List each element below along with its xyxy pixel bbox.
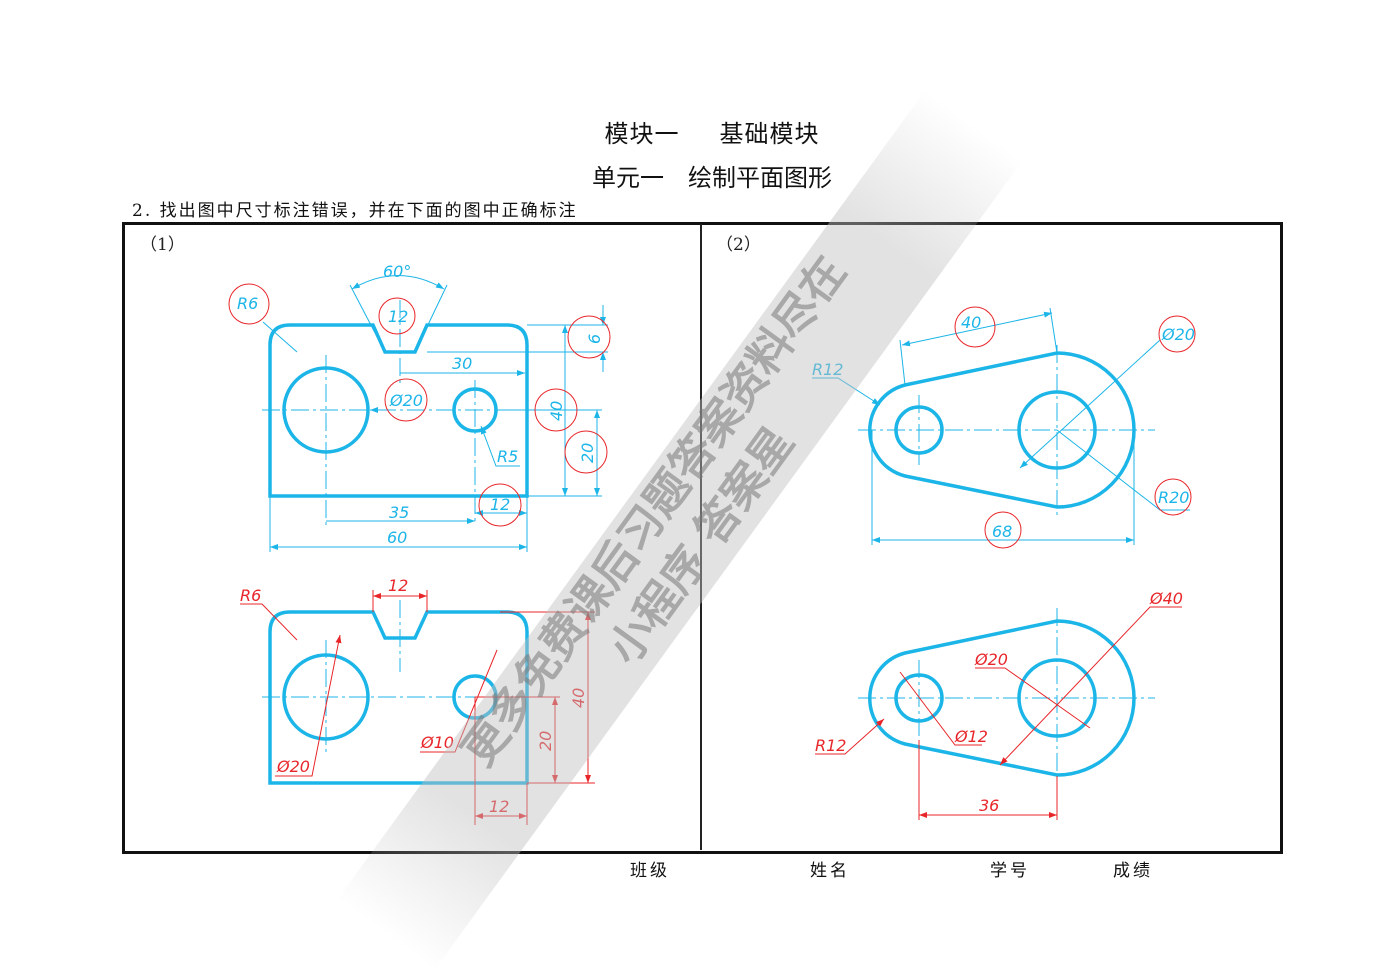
- dim-label: 6: [585, 334, 604, 344]
- error-marks: [228, 283, 611, 527]
- panel-2-label: （2）: [716, 235, 761, 255]
- dim-label: R20: [1158, 488, 1189, 507]
- unit-title: 单元一 绘制平面图形: [0, 158, 1382, 193]
- dim-label: 20: [578, 443, 597, 463]
- drawing-2-original: 40 Ø20 R12 R20 68: [812, 306, 1196, 549]
- score-label: 成绩: [1113, 861, 1153, 881]
- class-label: 班级: [630, 861, 670, 881]
- module-name: 基础模块: [719, 120, 820, 148]
- dim-label: Ø20: [974, 650, 1008, 669]
- plate-outline: [268, 610, 529, 785]
- panel-divider: [700, 224, 702, 850]
- dim-label: 30: [452, 354, 472, 373]
- dim-label: Ø10: [420, 733, 454, 752]
- link-outline: [868, 619, 1136, 777]
- error-marks: [954, 306, 1196, 549]
- module-title: 模块一 基础模块: [0, 114, 1382, 149]
- drawing-1-corrected: R6 12 Ø20 Ø10 40 20 12: [240, 576, 595, 825]
- drawing-1-original: 60° 12 R6 6 30 Ø20 40 20 R5 35 12 60: [228, 262, 611, 552]
- dim-label: R6: [237, 294, 258, 313]
- link-outline: [868, 351, 1136, 509]
- dim-label: R6: [240, 586, 261, 605]
- dim-label: 35: [389, 503, 409, 522]
- dim-label: 12: [489, 797, 509, 816]
- dim-label: Ø20: [389, 391, 423, 410]
- dim-label: R5: [497, 447, 518, 466]
- dim-label: R12: [815, 736, 846, 755]
- dim-label: 12: [388, 307, 408, 326]
- drawing-2-corrected: Ø40 Ø20 R12 Ø12 36: [815, 589, 1183, 820]
- question-text: 2. 找出图中尺寸标注错误，并在下面的图中正确标注: [132, 201, 578, 221]
- dim-label: 20: [536, 731, 555, 751]
- dim-label: R12: [812, 360, 843, 379]
- dim-label: 60°: [383, 262, 411, 281]
- dim-label: 68: [992, 522, 1012, 541]
- dim-label: 36: [979, 796, 999, 815]
- unit-name: 绘制平面图形: [688, 164, 832, 192]
- dim-label: 12: [388, 576, 408, 595]
- dim-label: 60: [387, 528, 407, 547]
- panel-1-label: （1）: [140, 235, 185, 255]
- dim-label: Ø12: [954, 727, 988, 746]
- dim-label: Ø20: [1161, 325, 1195, 344]
- dim-label: Ø20: [276, 757, 310, 776]
- student-id-label: 学号: [990, 861, 1030, 881]
- dim-label: 40: [961, 313, 981, 332]
- dim-label: 12: [490, 495, 510, 514]
- dim-label: Ø40: [1149, 589, 1183, 608]
- name-label: 姓名: [810, 861, 850, 881]
- dim-label: 40: [547, 401, 566, 421]
- drawing-frame: [122, 222, 1283, 854]
- dim-label: 40: [569, 688, 588, 708]
- module-number: 模块一: [604, 120, 680, 148]
- unit-number: 单元一: [592, 164, 664, 192]
